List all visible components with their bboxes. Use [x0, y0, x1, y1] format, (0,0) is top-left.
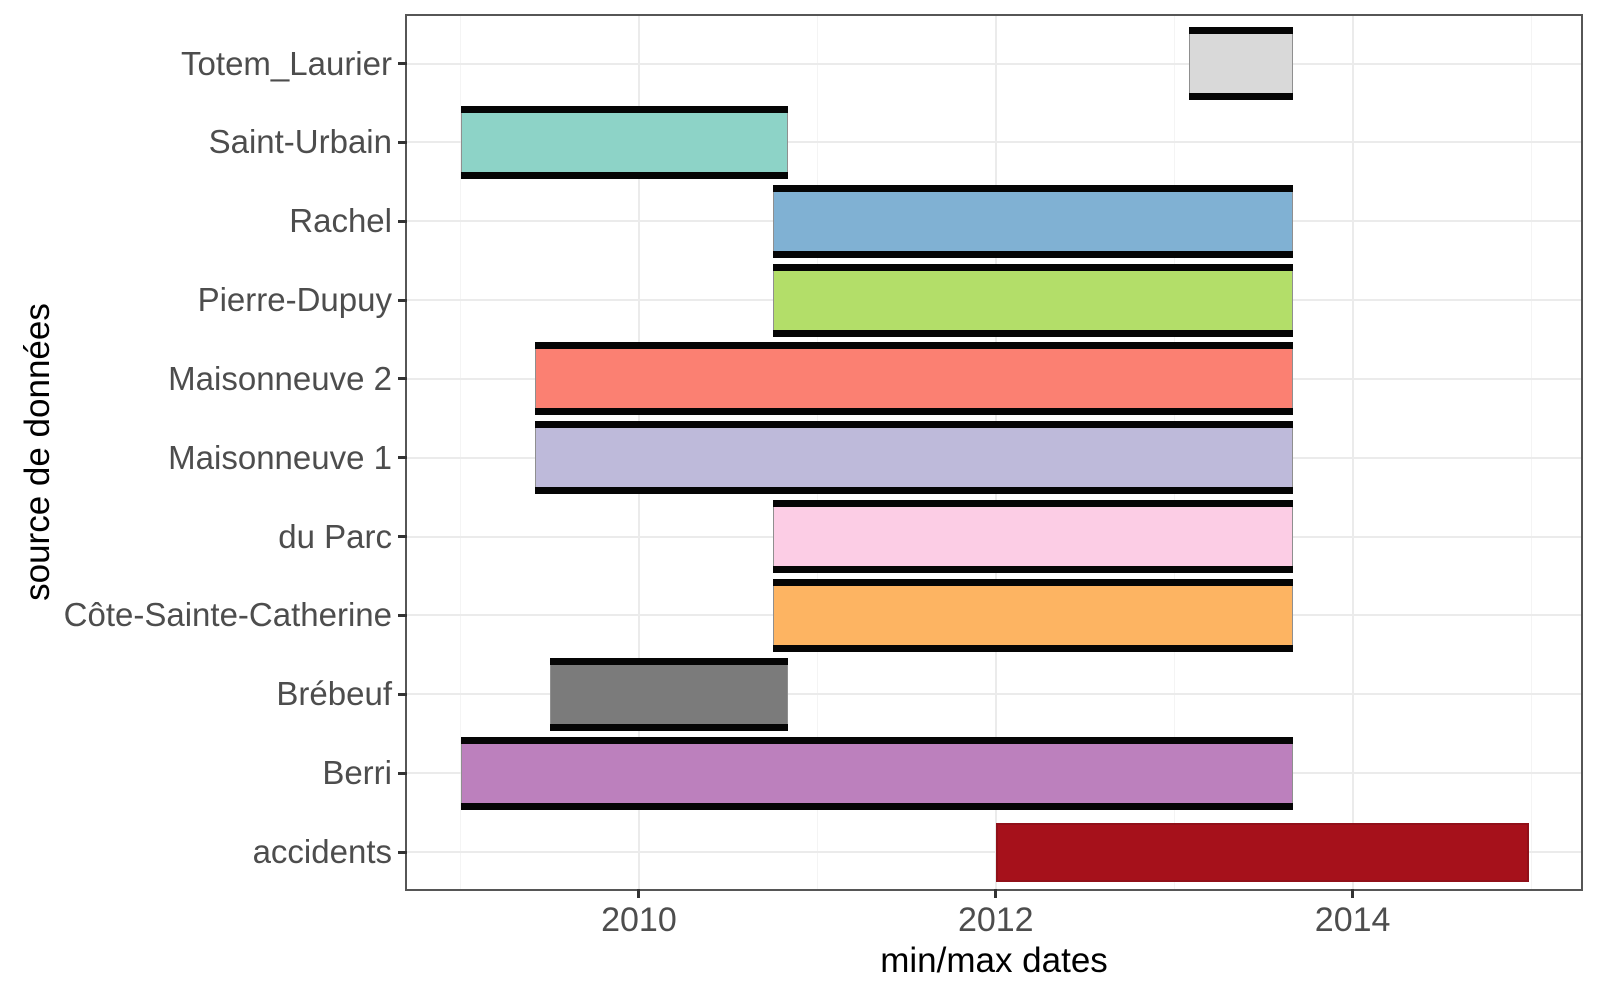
bar-cap-top: [772, 263, 1293, 271]
bar-brebeuf: [549, 657, 788, 731]
x-tick: [994, 889, 998, 898]
x-axis-title: min/max dates: [880, 941, 1108, 980]
y-tick: [398, 298, 407, 302]
bar-saint-urbain: [461, 105, 788, 179]
bar-cap-bottom: [461, 171, 788, 179]
y-tick-label: Maisonneuve 1: [168, 438, 392, 476]
bar-fill: [535, 428, 1293, 488]
bar-maisonneuve-2: [535, 342, 1293, 416]
y-tick-label: Côte-Sainte-Catherine: [63, 596, 392, 634]
y-tick: [398, 535, 407, 539]
bar-cap-top: [549, 657, 788, 665]
y-tick-label: Pierre-Dupuy: [197, 281, 392, 319]
bar-cap-bottom: [461, 802, 1293, 810]
bar-pierre-dupuy: [772, 263, 1293, 337]
bar-cap-bottom: [772, 566, 1293, 574]
y-tick: [398, 456, 407, 460]
bar-cap-top: [535, 342, 1293, 350]
y-tick: [398, 692, 407, 696]
bar-cap-bottom: [1189, 93, 1293, 100]
bar-totem-laurier: [1189, 27, 1293, 100]
bar-cap-bottom: [535, 487, 1293, 495]
y-tick: [398, 377, 407, 381]
x-tick-label: 2012: [957, 901, 1034, 939]
x-tick-label: 2014: [1314, 901, 1391, 939]
y-tick-label: Brébeuf: [276, 675, 392, 713]
y-tick-label: Saint-Urbain: [208, 123, 392, 161]
bar-fill: [461, 112, 788, 172]
bar-fill: [535, 349, 1293, 409]
y-tick-label: Maisonneuve 2: [168, 359, 392, 397]
bar-fill: [995, 822, 1530, 882]
bar-cap-top: [772, 500, 1293, 508]
bar-cap-top: [461, 105, 788, 113]
bar-cap-bottom: [772, 644, 1293, 652]
bar-cap-top: [461, 736, 1293, 744]
bar-du-parc: [772, 500, 1293, 574]
y-tick: [398, 219, 407, 223]
bar-cap-bottom: [535, 408, 1293, 416]
y-tick: [398, 140, 407, 144]
bar-cap-bottom: [772, 329, 1293, 337]
bar-cap-top: [1189, 27, 1293, 34]
bar-berri: [461, 736, 1293, 810]
horizontal-gridline: [407, 62, 1581, 65]
y-tick-label: accidents: [252, 833, 392, 870]
x-tick: [1351, 889, 1355, 898]
bar-fill: [772, 191, 1293, 251]
y-tick: [398, 850, 407, 854]
bar-fill: [549, 664, 788, 724]
bar-cap-top: [772, 578, 1293, 586]
bar-fill: [1189, 34, 1293, 93]
horizontal-gridline: [407, 141, 1581, 144]
vertical-gridline-minor: [460, 16, 462, 889]
bar-accidents: [995, 822, 1530, 882]
bar-cap-top: [772, 184, 1293, 192]
bar-fill: [772, 585, 1293, 645]
y-tick-label: Rachel: [289, 202, 392, 240]
y-tick: [398, 771, 407, 775]
y-tick: [398, 613, 407, 617]
horizontal-gridline: [407, 851, 1581, 853]
bar-fill: [772, 270, 1293, 330]
bar-maisonneuve-1: [535, 421, 1293, 495]
bar-fill: [461, 743, 1293, 803]
bar-cap-bottom: [772, 250, 1293, 258]
y-tick-label: du Parc: [278, 517, 392, 555]
x-tick-label: 2010: [601, 901, 677, 939]
bar-fill: [772, 507, 1293, 567]
horizontal-gridline: [407, 693, 1581, 696]
x-tick: [637, 889, 641, 898]
y-tick-label: Berri: [322, 754, 392, 792]
bar-cap-top: [535, 421, 1293, 429]
plot-panel: [407, 16, 1581, 889]
y-tick: [398, 62, 407, 65]
bar-cap-bottom: [549, 723, 788, 731]
vertical-gridline-minor: [1530, 16, 1532, 889]
bar-rachel: [772, 184, 1293, 258]
y-tick-label: Totem_Laurier: [181, 44, 392, 82]
vertical-gridline-major: [1351, 16, 1354, 889]
bar-cote-sainte-catherine: [772, 578, 1293, 652]
